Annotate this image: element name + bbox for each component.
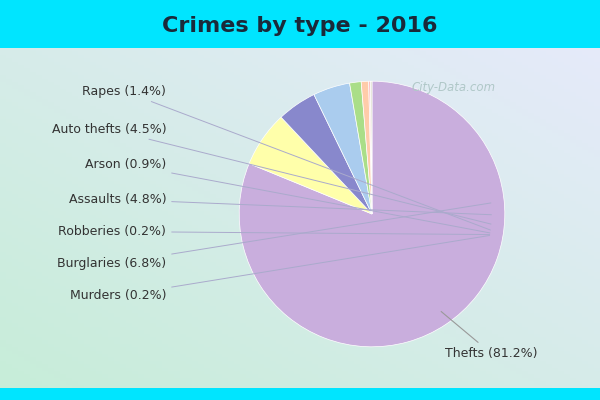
Text: Thefts (81.2%): Thefts (81.2%): [441, 312, 538, 360]
Wedge shape: [370, 81, 372, 214]
Text: Auto thefts (4.5%): Auto thefts (4.5%): [52, 123, 491, 224]
Wedge shape: [249, 117, 372, 214]
Text: Burglaries (6.8%): Burglaries (6.8%): [57, 203, 491, 270]
Wedge shape: [239, 81, 505, 347]
Text: Robberies (0.2%): Robberies (0.2%): [58, 225, 490, 238]
Wedge shape: [361, 81, 372, 214]
Wedge shape: [368, 81, 372, 214]
Text: Assaults (4.8%): Assaults (4.8%): [68, 193, 491, 215]
Text: City-Data.com: City-Data.com: [412, 81, 496, 94]
Wedge shape: [314, 83, 372, 214]
Wedge shape: [350, 82, 372, 214]
Wedge shape: [281, 94, 372, 214]
Text: Murders (0.2%): Murders (0.2%): [70, 236, 490, 302]
Text: Arson (0.9%): Arson (0.9%): [85, 158, 490, 233]
Text: Rapes (1.4%): Rapes (1.4%): [82, 85, 490, 230]
Text: Crimes by type - 2016: Crimes by type - 2016: [162, 16, 438, 36]
